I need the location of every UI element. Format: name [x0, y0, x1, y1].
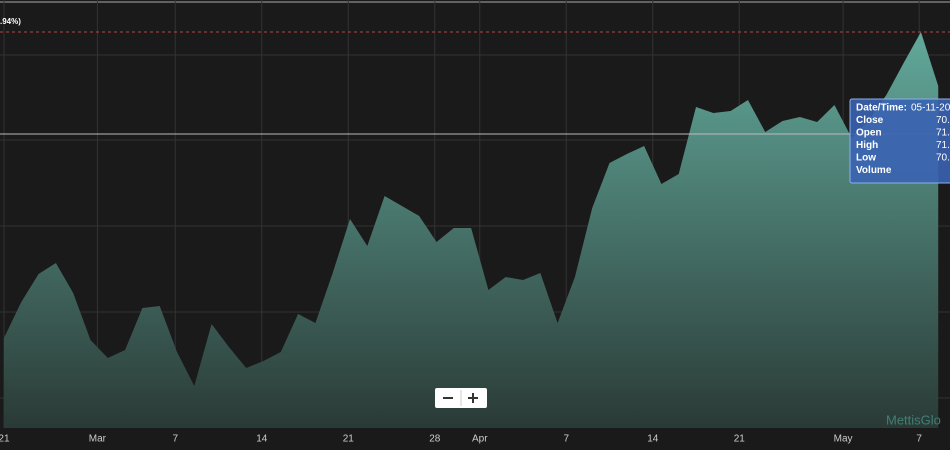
- x-tick-label: 21: [734, 434, 746, 445]
- tooltip-value: 71.: [936, 140, 950, 151]
- x-tick-label: 7: [563, 434, 569, 445]
- x-tick-label: May: [834, 434, 853, 445]
- tooltip: Date/Time: 05-11-20 Close 70. Open 71. High 71.…: [849, 98, 950, 184]
- zoom-in[interactable]: [468, 393, 478, 403]
- tooltip-value: 05-11-20: [911, 103, 950, 114]
- watermark: MettisGlo: [886, 412, 941, 427]
- zoom-controls: [435, 388, 487, 408]
- tooltip-label: Open: [856, 128, 882, 139]
- tooltip-value: 71.: [936, 128, 950, 139]
- x-tick-label: Mar: [89, 434, 107, 445]
- x-tick-label: 28: [429, 434, 441, 445]
- change-label: .94%): [0, 17, 21, 26]
- plot: [3, 32, 939, 428]
- tooltip-box: [849, 98, 950, 184]
- tooltip-label: Date/Time:: [856, 103, 907, 114]
- tooltip-label: Volume: [856, 165, 892, 176]
- x-tick-label: 7: [916, 434, 922, 445]
- tooltip-value: 70.: [936, 115, 950, 126]
- x-tick-label: 21: [0, 434, 10, 445]
- tooltip-label: Close: [856, 115, 884, 126]
- x-tick-label: 21: [343, 434, 355, 445]
- tooltip-label: Low: [856, 153, 876, 164]
- area: [3, 32, 939, 428]
- tooltip-label: High: [856, 140, 878, 151]
- x-tick-label: 14: [647, 434, 659, 445]
- x-tick-label: Apr: [472, 434, 488, 445]
- tooltip-value: 70.: [936, 153, 950, 164]
- x-tick-label: 7: [172, 434, 178, 445]
- x-tick-label: 14: [256, 434, 268, 445]
